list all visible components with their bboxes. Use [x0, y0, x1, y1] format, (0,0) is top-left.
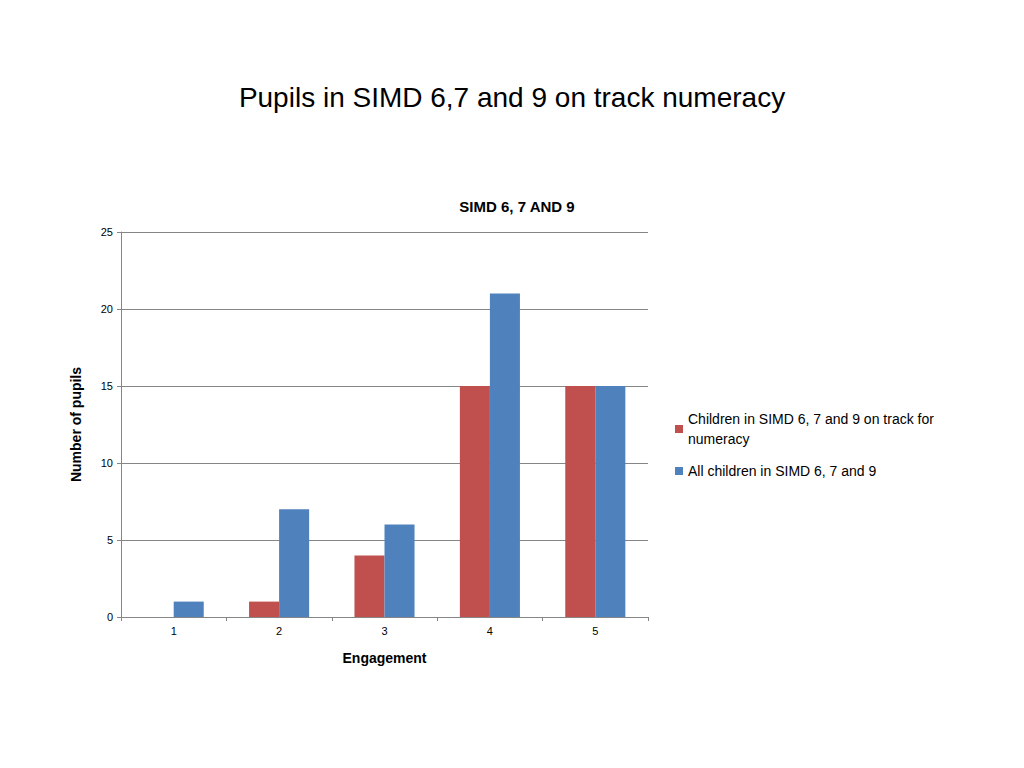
svg-text:Pupils in SIMD 6,7 and 9 on tr: Pupils in SIMD 6,7 and 9 on track numera…: [239, 82, 785, 113]
svg-text:25: 25: [101, 226, 113, 238]
svg-text:Engagement: Engagement: [342, 650, 426, 666]
svg-text:SIMD 6, 7 AND 9: SIMD 6, 7 AND 9: [459, 198, 574, 215]
svg-text:0: 0: [107, 611, 113, 623]
svg-text:5: 5: [592, 625, 598, 637]
svg-text:Children in SIMD 6, 7 and 9 on: Children in SIMD 6, 7 and 9 on track for: [688, 411, 938, 427]
svg-text:Number of pupils: Number of pupils: [68, 367, 84, 482]
svg-text:15: 15: [101, 380, 113, 392]
svg-text:2: 2: [276, 625, 282, 637]
svg-text:numeracy: numeracy: [688, 431, 749, 447]
svg-text:4: 4: [487, 625, 493, 637]
svg-text:3: 3: [381, 625, 387, 637]
svg-text:All children in SIMD 6, 7 and: All children in SIMD 6, 7 and 9: [688, 463, 877, 479]
svg-text:10: 10: [101, 457, 113, 469]
svg-text:1: 1: [171, 625, 177, 637]
svg-text:20: 20: [101, 303, 113, 315]
svg-text:5: 5: [107, 534, 113, 546]
